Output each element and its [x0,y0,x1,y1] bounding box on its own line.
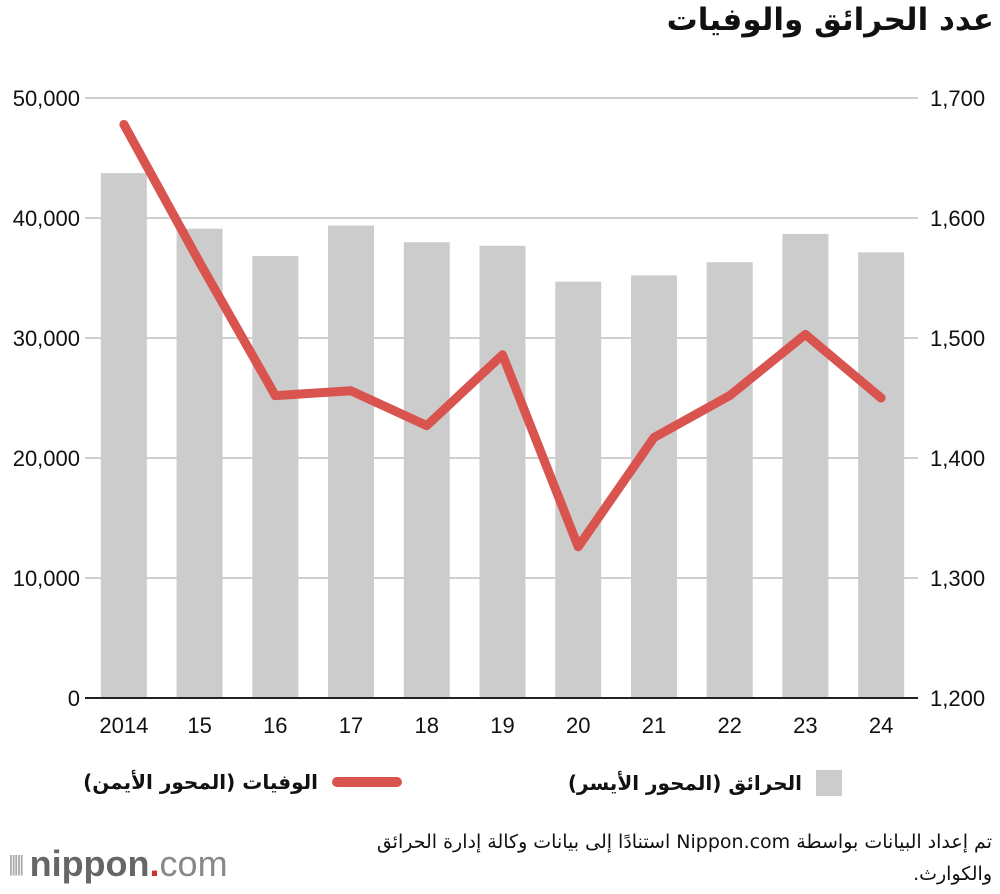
right-tick-label: 1,600 [930,206,985,231]
bar [555,281,602,697]
left-tick-label: 40,000 [13,206,80,231]
legend-swatch-line [332,777,402,787]
x-tick-label: 18 [415,713,439,738]
x-tick-label: 24 [869,713,893,738]
left-tick-label: 0 [68,686,80,711]
right-tick-label: 1,200 [930,686,985,711]
bar [479,245,526,697]
bar [630,275,677,697]
x-tick-label: 16 [263,713,287,738]
bar [100,173,147,697]
legend-label-deaths: الوفيات (المحور الأيمن) [83,770,318,794]
bar [176,228,223,697]
x-tick-label: 21 [642,713,666,738]
bar [782,233,829,697]
chart-title: عدد الحرائق والوفيات [666,2,994,38]
right-tick-label: 1,300 [930,566,985,591]
bar [328,225,375,698]
left-tick-label: 20,000 [13,446,80,471]
bar [252,256,299,697]
bar [403,242,450,697]
source-note: تم إعداد البيانات بواسطة Nippon.com استن… [376,831,992,885]
x-tick-label: 22 [717,713,741,738]
right-tick-label: 1,700 [930,86,985,111]
right-tick-label: 1,500 [930,326,985,351]
left-tick-label: 50,000 [13,86,80,111]
right-tick-label: 1,400 [930,446,985,471]
nippon-logo: ||||| nippon. com [8,843,228,884]
legend-swatch-bar [816,770,842,796]
x-tick-label: 19 [490,713,514,738]
left-tick-label: 10,000 [13,566,80,591]
legend-item-fires: الحرائق (المحور الأيسر) [568,770,842,796]
x-tick-label: 17 [339,713,363,738]
x-tick-label: 15 [187,713,211,738]
chart: 0 10,000 20,000 30,000 40,000 50,000 1,200 1,30… [13,86,985,738]
bar [858,252,905,698]
legend: الحرائق (المحور الأيسر) الوفيات (المحور … [0,770,1000,810]
x-tick-label: 23 [793,713,817,738]
x-tick-label: 20 [566,713,590,738]
legend-label-fires: الحرائق (المحور الأيسر) [567,771,802,795]
legend-item-deaths: الوفيات (المحور الأيمن) [83,770,402,794]
x-tick-label: 2014 [99,713,148,738]
left-tick-label: 30,000 [13,326,80,351]
bar [706,262,753,697]
logo-bars-icon: ||||| [8,851,24,876]
